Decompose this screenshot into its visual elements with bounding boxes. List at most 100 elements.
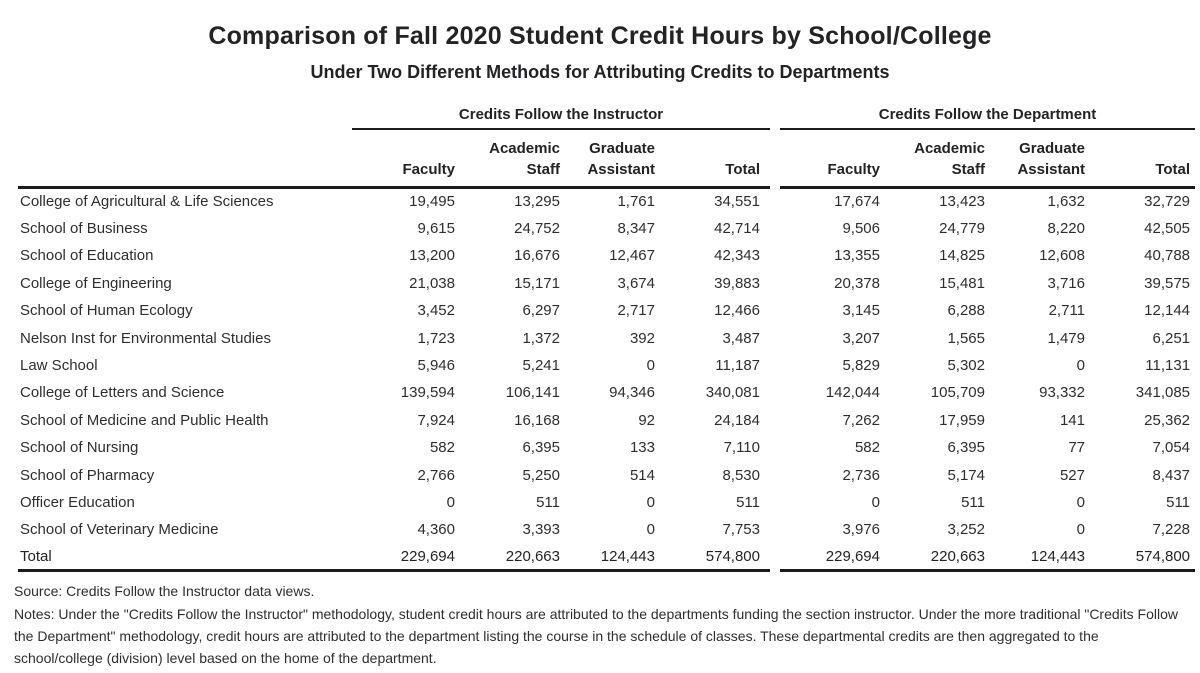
credit-hours-table: Credits Follow the Instructor Credits Fo… xyxy=(18,103,1196,573)
department-value: 341,085 xyxy=(1135,384,1191,402)
column-header-academic-staff-instructor: Academic Staff xyxy=(460,129,565,189)
department-value: 12,608 xyxy=(1039,247,1085,265)
instructor-value: 0 xyxy=(646,493,655,511)
row-label: College of Engineering xyxy=(20,274,172,292)
department-value: 582 xyxy=(854,439,880,457)
instructor-value: 15,171 xyxy=(514,274,560,292)
table-footer: Source: Credits Follow the Instructor da… xyxy=(14,581,1190,669)
instructor-value: 106,141 xyxy=(505,384,560,402)
department-value: 3,252 xyxy=(947,521,985,539)
table-row: School of Nursing 582 6,395 133 7,110 582 6,39… xyxy=(18,434,1195,461)
group-header-instructor: Credits Follow the Instructor xyxy=(352,103,770,130)
column-header-top: Graduate xyxy=(1019,140,1085,157)
row-label: Law School xyxy=(20,357,98,375)
instructor-value: 220,663 xyxy=(460,543,565,573)
row-label: School of Medicine and Public Health xyxy=(20,411,269,429)
instructor-value: 6,297 xyxy=(522,302,560,320)
department-value: 7,054 xyxy=(1152,439,1191,457)
department-value: 0 xyxy=(871,493,880,511)
table-body: College of Agricultural & Life Sciences 1… xyxy=(18,188,1196,573)
column-header-top xyxy=(352,138,455,159)
column-header-empty xyxy=(18,129,352,189)
instructor-value: 9,615 xyxy=(417,220,455,238)
group-gap xyxy=(770,516,780,543)
department-value: 12,144 xyxy=(1144,302,1191,320)
row-label: Nelson Inst for Environmental Studies xyxy=(20,329,271,347)
department-value: 5,302 xyxy=(947,357,985,375)
department-value: 6,288 xyxy=(947,302,985,320)
department-value: 141 xyxy=(1059,411,1085,429)
column-header-bottom: Faculty xyxy=(827,161,880,178)
group-gap xyxy=(770,324,780,351)
department-value: 7,228 xyxy=(1152,521,1191,539)
row-label: College of Agricultural & Life Sciences xyxy=(20,193,274,211)
table-row: Officer Education 0 511 0 511 0 511 0 511 xyxy=(18,489,1195,516)
table-row: School of Veterinary Medicine 4,360 3,393 0… xyxy=(18,516,1195,543)
instructor-value: 1,723 xyxy=(417,329,455,347)
department-value: 93,332 xyxy=(1039,384,1085,402)
department-value: 5,174 xyxy=(947,466,985,484)
instructor-value: 3,674 xyxy=(617,274,655,292)
row-label: School of Nursing xyxy=(20,439,139,457)
instructor-value: 42,714 xyxy=(714,220,760,238)
instructor-value: 3,452 xyxy=(417,302,455,320)
column-header-faculty-department: Faculty xyxy=(780,129,885,189)
department-value: 2,736 xyxy=(842,466,880,484)
instructor-value: 24,752 xyxy=(514,220,560,238)
instructor-value: 11,187 xyxy=(715,357,760,375)
group-gap xyxy=(770,352,780,379)
row-label: School of Business xyxy=(20,220,148,238)
group-header-row: Credits Follow the Instructor Credits Fo… xyxy=(18,103,1196,130)
table-row: Law School 5,946 5,241 0 11,187 5,829 5,302 0 11… xyxy=(18,352,1195,379)
group-gap xyxy=(770,407,780,434)
instructor-value: 94,346 xyxy=(609,384,655,402)
instructor-value: 133 xyxy=(629,439,655,457)
department-value: 17,674 xyxy=(834,193,880,211)
group-gap xyxy=(770,215,780,242)
row-label: School of Veterinary Medicine xyxy=(20,521,219,539)
instructor-value: 5,250 xyxy=(522,466,560,484)
department-value: 3,716 xyxy=(1047,274,1085,292)
instructor-value: 42,343 xyxy=(714,247,760,265)
instructor-value: 5,946 xyxy=(417,357,455,375)
column-header-top xyxy=(660,138,760,159)
instructor-value: 0 xyxy=(646,357,655,375)
column-header-bottom: Faculty xyxy=(402,161,455,178)
department-value: 8,220 xyxy=(1047,220,1085,238)
instructor-value: 7,753 xyxy=(722,521,760,539)
table-row: College of Agricultural & Life Sciences 1… xyxy=(18,188,1195,215)
instructor-value: 16,676 xyxy=(514,247,560,265)
row-label: Officer Education xyxy=(20,493,135,511)
table-row: School of Medicine and Public Health 7,92… xyxy=(18,407,1195,434)
row-label: School of Pharmacy xyxy=(20,466,155,484)
department-value: 8,437 xyxy=(1152,466,1191,484)
department-value: 24,779 xyxy=(939,220,985,238)
group-gap xyxy=(770,270,780,297)
department-value: 9,506 xyxy=(842,220,880,238)
instructor-value: 24,184 xyxy=(714,411,760,429)
department-value: 1,565 xyxy=(947,329,985,347)
department-value: 32,729 xyxy=(1144,193,1191,211)
department-value: 511 xyxy=(1166,493,1191,511)
instructor-value: 13,200 xyxy=(409,247,455,265)
department-value: 220,663 xyxy=(885,543,990,573)
department-value: 15,481 xyxy=(939,274,985,292)
instructor-value: 7,924 xyxy=(417,411,455,429)
instructor-value: 139,594 xyxy=(400,384,455,402)
instructor-value: 21,038 xyxy=(409,274,455,292)
table-row: School of Business 9,615 24,752 8,347 42,714… xyxy=(18,215,1195,242)
table-row: Nelson Inst for Environmental Studies 1,7… xyxy=(18,324,1195,351)
instructor-value: 8,530 xyxy=(722,466,760,484)
department-value: 25,362 xyxy=(1144,411,1191,429)
column-header-top: Academic xyxy=(489,140,560,157)
instructor-value: 229,694 xyxy=(352,543,460,573)
department-value: 42,505 xyxy=(1144,220,1191,238)
department-value: 2,711 xyxy=(1048,302,1085,320)
column-header-top: Graduate xyxy=(589,140,655,157)
page-title: Comparison of Fall 2020 Student Credit H… xyxy=(208,22,992,50)
department-value: 0 xyxy=(1076,521,1085,539)
department-value: 0 xyxy=(1076,357,1085,375)
group-gap xyxy=(770,242,780,269)
column-header-total-instructor: Total xyxy=(660,129,770,189)
